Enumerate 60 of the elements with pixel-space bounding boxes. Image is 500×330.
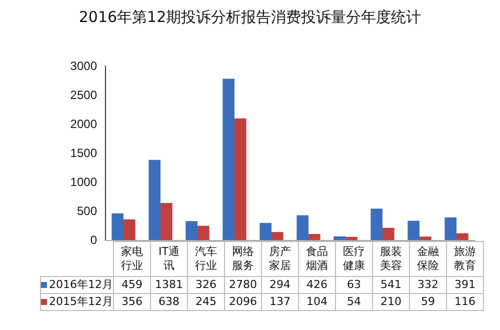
bar (334, 236, 346, 240)
data-label: 459 (114, 276, 150, 294)
data-label: 137 (262, 294, 298, 310)
x-tick-label: 网络服务 (224, 242, 262, 276)
bar (444, 217, 456, 240)
bar (160, 202, 172, 240)
x-tick-label: 旅游教育 (446, 242, 484, 276)
bar (260, 222, 272, 240)
data-label: 294 (262, 276, 298, 294)
y-tick-label: 3000 (70, 59, 98, 73)
data-label: 59 (410, 294, 446, 310)
y-tick-label: 1000 (70, 175, 98, 189)
x-tick-label: IT通讯 (150, 242, 188, 276)
bar (112, 213, 124, 240)
data-label: 1381 (150, 276, 188, 294)
legend-label: 2015年12月 (40, 294, 114, 310)
bar (308, 234, 320, 240)
bar (420, 236, 432, 240)
y-tick-label: 2000 (70, 117, 98, 131)
data-label: 326 (188, 276, 224, 294)
bar (234, 118, 246, 240)
x-tick-label: 食品烟酒 (298, 242, 336, 276)
bar (296, 215, 308, 240)
x-tick-label: 汽车行业 (188, 242, 224, 276)
data-label: 638 (150, 294, 188, 310)
data-label: 2096 (224, 294, 262, 310)
y-tick-label: 0 (90, 233, 98, 247)
data-label: 332 (410, 276, 446, 294)
data-label: 426 (298, 276, 336, 294)
bar (346, 236, 358, 240)
data-label: 63 (336, 276, 372, 294)
y-tick-label: 500 (76, 204, 98, 218)
y-tick-label: 1500 (70, 146, 98, 160)
bar (382, 228, 394, 240)
bar (186, 221, 198, 240)
data-label: 104 (298, 294, 336, 310)
y-tick-label: 2500 (70, 88, 98, 102)
bar (198, 226, 210, 240)
x-tick-label: 家电行业 (114, 242, 150, 276)
data-label: 2780 (224, 276, 262, 294)
legend-label: 2016年12月 (40, 276, 114, 294)
bar (124, 219, 136, 240)
bar (272, 232, 284, 240)
bar (148, 160, 160, 240)
data-label: 54 (336, 294, 372, 310)
data-label: 356 (114, 294, 150, 310)
x-tick-label: 服装美容 (372, 242, 410, 276)
bar (222, 78, 234, 240)
bar (456, 233, 468, 240)
data-label: 245 (188, 294, 224, 310)
data-label: 541 (372, 276, 410, 294)
bar (370, 208, 382, 240)
x-tick-label: 房产家居 (262, 242, 298, 276)
x-tick-label: 金融保险 (410, 242, 446, 276)
chart-title: 2016年第12期投诉分析报告消费投诉量分年度统计 (78, 8, 422, 27)
data-label: 391 (446, 276, 484, 294)
data-label: 210 (372, 294, 410, 310)
bar (408, 220, 420, 240)
x-tick-label: 医疗健康 (336, 242, 372, 276)
data-label: 116 (446, 294, 484, 310)
